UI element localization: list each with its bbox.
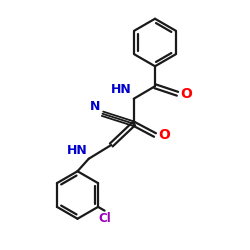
Text: N: N — [90, 100, 100, 112]
Text: HN: HN — [111, 83, 132, 96]
Text: O: O — [180, 87, 192, 101]
Text: O: O — [158, 128, 170, 142]
Text: Cl: Cl — [98, 212, 111, 225]
Text: HN: HN — [67, 144, 87, 157]
